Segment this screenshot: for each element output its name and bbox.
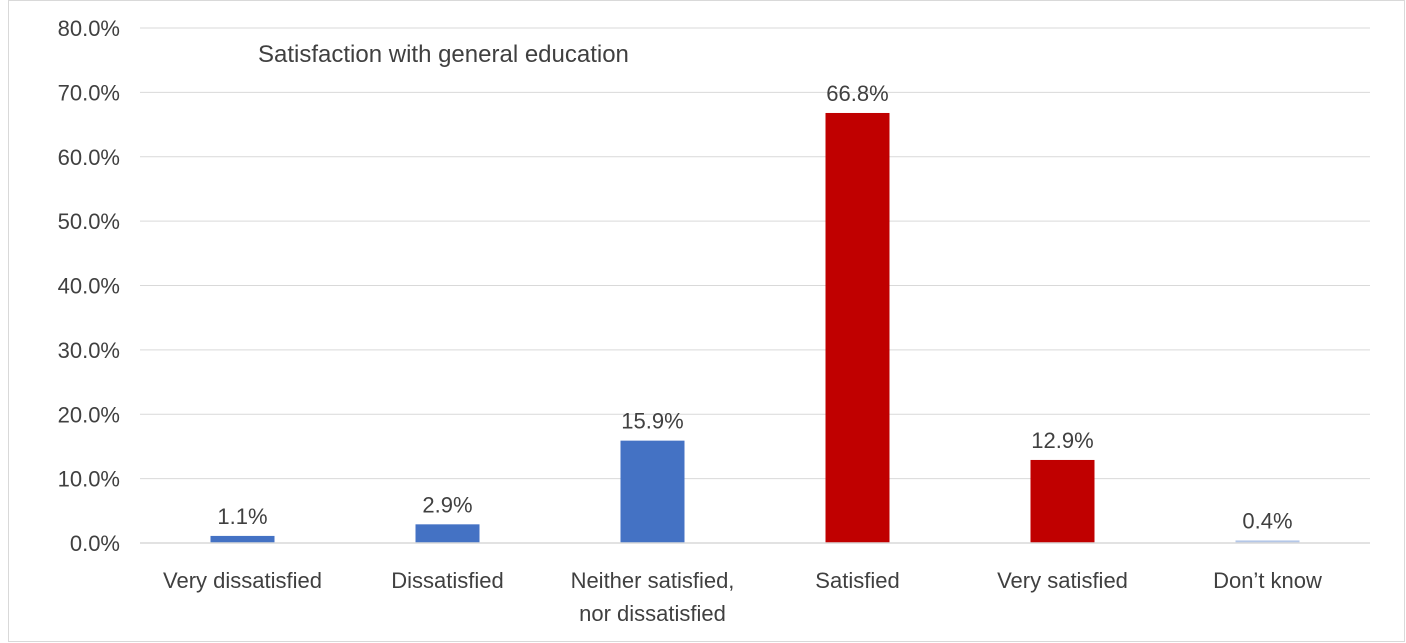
y-tick-label: 40.0% [58,274,120,299]
category-label: Dissatisfied [391,568,503,593]
bars [210,112,1300,543]
y-tick-label: 70.0% [58,80,120,105]
chart-title: Satisfaction with general education [258,41,629,68]
data-labels: 1.1% 2.9% 15.9% 66.8% 12.9% 0.4% [217,81,1292,533]
category-label: Neither satisfied, nor dissatisfied [571,568,735,626]
bar [415,524,480,543]
bar [1030,459,1095,543]
y-tick-label: 50.0% [58,209,120,234]
data-label: 2.9% [422,492,472,517]
category-label: Very dissatisfied [163,568,322,593]
data-label: 1.1% [217,504,267,529]
gridlines [140,27,1370,480]
category-label: Satisfied [815,568,899,593]
y-tick-label: 20.0% [58,402,120,427]
bar [1235,540,1300,543]
y-tick-label: 30.0% [58,338,120,363]
data-label: 0.4% [1242,508,1292,533]
bar [825,112,890,543]
category-label: Very satisfied [997,568,1128,593]
data-label: 12.9% [1031,428,1093,453]
data-label: 15.9% [621,409,683,434]
y-tick-label: 60.0% [58,145,120,170]
data-label: 66.8% [826,81,888,106]
chart-border [8,0,1405,642]
y-tick-label: 10.0% [58,467,120,492]
bar [620,440,685,543]
y-tick-label: 0.0% [70,531,120,556]
category-labels: Very dissatisfied Dissatisfied Neither sat… [163,568,1322,626]
category-label: Don’t know [1213,568,1322,593]
bar [210,535,275,543]
y-axis-tick-labels: 0.0% 10.0% 20.0% 30.0% 40.0% 50.0% 60.0% 70.0% 8… [58,16,120,556]
y-tick-label: 80.0% [58,16,120,41]
